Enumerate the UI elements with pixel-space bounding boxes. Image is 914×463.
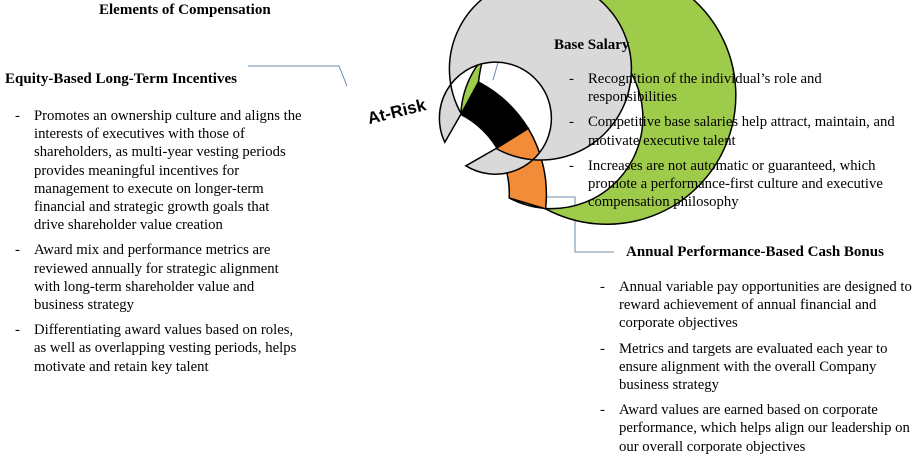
base-salary-bullet-list: Recognition of the individual’s role and… bbox=[556, 70, 906, 218]
equity-bullet: Differentiating award values based on ro… bbox=[2, 321, 302, 376]
base-salary-bullet: Increases are not automatic or guarantee… bbox=[556, 157, 906, 212]
at-risk-label: At-Risk bbox=[365, 95, 428, 128]
bonus-bullet: Award values are earned based on corpora… bbox=[587, 401, 913, 456]
base-salary-heading: Base Salary bbox=[554, 37, 630, 53]
base-salary-bullet: Competitive base salaries help attract, … bbox=[556, 113, 906, 149]
equity-bullet-list: Promotes an ownership culture and aligns… bbox=[2, 107, 302, 383]
bonus-heading: Annual Performance-Based Cash Bonus bbox=[626, 244, 884, 260]
bonus-bullet: Metrics and targets are evaluated each y… bbox=[587, 340, 913, 395]
page-title: Elements of Compensation bbox=[99, 2, 271, 18]
equity-bullet: Award mix and performance metrics are re… bbox=[2, 241, 302, 314]
bonus-bullet: Annual variable pay opportunities are de… bbox=[587, 278, 913, 333]
bonus-bullet-list: Annual variable pay opportunities are de… bbox=[587, 278, 913, 463]
base-salary-bullet: Recognition of the individual’s role and… bbox=[556, 70, 906, 106]
equity-heading: Equity-Based Long-Term Incentives bbox=[5, 71, 237, 87]
equity-bullet: Promotes an ownership culture and aligns… bbox=[2, 107, 302, 234]
equity-leader-line bbox=[248, 65, 348, 87]
